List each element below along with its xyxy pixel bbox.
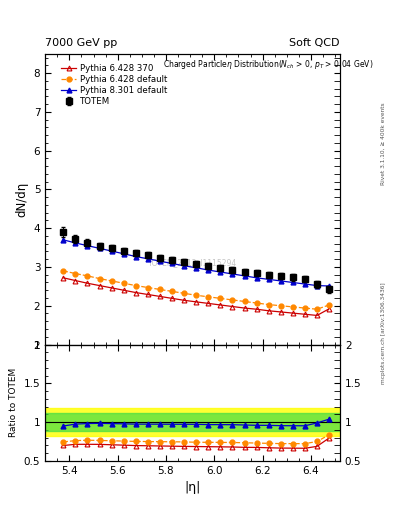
Pythia 8.301 default [145, 256, 150, 262]
Pythia 8.301 default [85, 243, 90, 249]
Pythia 6.428 default [182, 290, 186, 296]
Pythia 6.428 default [254, 300, 259, 306]
Line: Pythia 8.301 default: Pythia 8.301 default [61, 238, 332, 288]
Pythia 6.428 370 [145, 291, 150, 297]
Pythia 8.301 default [194, 265, 198, 271]
Text: Rivet 3.1.10, ≥ 400k events: Rivet 3.1.10, ≥ 400k events [381, 102, 386, 185]
Pythia 6.428 370 [170, 295, 174, 302]
Pythia 6.428 default [97, 275, 102, 282]
Pythia 6.428 370 [97, 283, 102, 289]
Text: Charged Particle$\eta$ Distribution($N_{ch}$ > 0, $p_T$ > 0.04 GeV): Charged Particle$\eta$ Distribution($N_{… [163, 58, 373, 71]
Pythia 6.428 default [109, 278, 114, 284]
Bar [45, 413, 340, 431]
Pythia 6.428 default [194, 292, 198, 298]
Pythia 8.301 default [170, 261, 174, 267]
Pythia 6.428 370 [158, 293, 162, 300]
Pythia 6.428 default [158, 286, 162, 292]
Pythia 8.301 default [303, 281, 307, 287]
Line: Pythia 6.428 default: Pythia 6.428 default [61, 268, 332, 312]
Pythia 6.428 default [266, 302, 271, 308]
Pythia 6.428 370 [266, 308, 271, 314]
Pythia 6.428 default [290, 304, 295, 310]
Pythia 8.301 default [327, 283, 331, 289]
Pythia 8.301 default [266, 276, 271, 283]
Pythia 6.428 default [278, 303, 283, 309]
Pythia 6.428 370 [254, 306, 259, 312]
Pythia 6.428 default [230, 297, 235, 303]
Pythia 8.301 default [218, 269, 223, 275]
Pythia 6.428 default [303, 305, 307, 311]
Text: mcplots.cern.ch [arXiv:1306.3436]: mcplots.cern.ch [arXiv:1306.3436] [381, 282, 386, 383]
Pythia 6.428 370 [230, 304, 235, 310]
Pythia 8.301 default [134, 253, 138, 260]
Pythia 8.301 default [158, 258, 162, 264]
Pythia 8.301 default [254, 275, 259, 281]
Pythia 6.428 370 [85, 280, 90, 286]
Pythia 6.428 default [242, 298, 247, 305]
Pythia 6.428 default [218, 295, 223, 302]
Pythia 8.301 default [121, 251, 126, 257]
Pythia 6.428 default [170, 288, 174, 294]
Pythia 6.428 370 [278, 309, 283, 315]
Pythia 8.301 default [97, 245, 102, 251]
Text: TOTEM_2012_I1115294: TOTEM_2012_I1115294 [148, 259, 237, 268]
Pythia 6.428 default [73, 270, 78, 276]
Pythia 8.301 default [73, 240, 78, 246]
Pythia 6.428 370 [290, 310, 295, 316]
Pythia 6.428 370 [194, 299, 198, 305]
Pythia 6.428 default [315, 306, 320, 312]
Pythia 6.428 370 [315, 312, 320, 318]
Pythia 8.301 default [278, 278, 283, 284]
X-axis label: |η|: |η| [184, 481, 201, 494]
Pythia 6.428 370 [303, 311, 307, 317]
Pythia 6.428 370 [242, 305, 247, 311]
Pythia 6.428 default [206, 294, 211, 300]
Pythia 6.428 370 [218, 302, 223, 308]
Text: 7000 GeV pp: 7000 GeV pp [45, 37, 118, 48]
Pythia 6.428 370 [327, 306, 331, 312]
Pythia 6.428 370 [73, 278, 78, 284]
Pythia 6.428 default [85, 273, 90, 279]
Pythia 8.301 default [242, 273, 247, 279]
Pythia 6.428 370 [61, 275, 66, 281]
Pythia 8.301 default [230, 271, 235, 277]
Pythia 8.301 default [315, 283, 320, 289]
Pythia 8.301 default [109, 248, 114, 254]
Pythia 8.301 default [290, 280, 295, 286]
Pythia 6.428 370 [206, 301, 211, 307]
Pythia 8.301 default [206, 267, 211, 273]
Y-axis label: dN/dη: dN/dη [15, 182, 28, 217]
Pythia 6.428 370 [109, 285, 114, 291]
Pythia 6.428 default [327, 302, 331, 308]
Pythia 6.428 default [145, 285, 150, 291]
Pythia 6.428 370 [182, 297, 186, 304]
Pythia 6.428 default [134, 283, 138, 289]
Bar [45, 408, 340, 436]
Pythia 6.428 default [121, 280, 126, 286]
Pythia 8.301 default [61, 237, 66, 243]
Pythia 6.428 default [61, 268, 66, 274]
Y-axis label: Ratio to TOTEM: Ratio to TOTEM [9, 368, 18, 437]
Pythia 6.428 370 [134, 289, 138, 295]
Pythia 6.428 370 [121, 287, 126, 293]
Text: Soft QCD: Soft QCD [290, 37, 340, 48]
Line: Pythia 6.428 370: Pythia 6.428 370 [61, 275, 332, 318]
Legend: Pythia 6.428 370, Pythia 6.428 default, Pythia 8.301 default, TOTEM: Pythia 6.428 370, Pythia 6.428 default, … [58, 61, 170, 109]
Pythia 8.301 default [182, 263, 186, 269]
